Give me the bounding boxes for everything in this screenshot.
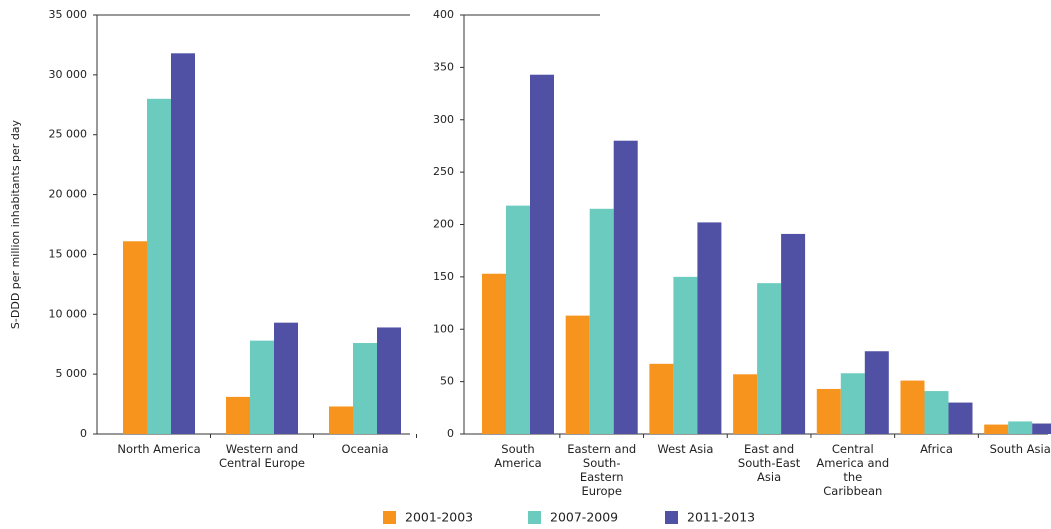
y-tick-label: 50 xyxy=(440,375,454,388)
bar xyxy=(1008,421,1033,434)
x-tick-label: West Asia xyxy=(657,442,714,456)
bar xyxy=(733,374,758,434)
bar xyxy=(757,283,782,434)
x-tick-label: Oceania xyxy=(341,442,389,456)
bar xyxy=(697,222,722,434)
y-tick-label: 15 000 xyxy=(49,247,88,260)
y-tick-label: 30 000 xyxy=(49,68,88,81)
legend-swatch xyxy=(383,511,396,524)
x-tick-label: Central America and the Caribbean xyxy=(816,442,890,498)
y-tick-label: 400 xyxy=(433,8,454,21)
bar xyxy=(226,396,250,434)
y-tick-label: 10 000 xyxy=(49,307,88,320)
bar xyxy=(816,388,841,434)
x-tick-label: East and South-East Asia xyxy=(737,442,801,484)
bar xyxy=(840,373,865,434)
bar xyxy=(673,276,698,434)
y-tick-label: 300 xyxy=(433,113,454,126)
y-tick-label: 25 000 xyxy=(49,128,88,141)
bar xyxy=(171,53,195,435)
bar xyxy=(864,351,889,434)
y-tick-label: 350 xyxy=(433,60,454,73)
bar xyxy=(565,315,590,434)
legend-label: 2007-2009 xyxy=(550,510,618,525)
y-tick-label: 0 xyxy=(80,427,87,440)
y-tick-label: 20 000 xyxy=(49,188,88,201)
bar xyxy=(900,380,925,434)
bar xyxy=(329,406,353,434)
bar xyxy=(924,391,949,434)
bar xyxy=(948,402,973,434)
bar xyxy=(589,208,614,434)
y-tick-label: 100 xyxy=(433,322,454,335)
bar xyxy=(274,322,298,434)
bar xyxy=(147,98,171,435)
y-tick-label: 5 000 xyxy=(56,367,88,380)
x-tick-label: Eastern and South-Eastern Europe xyxy=(567,442,637,498)
bar xyxy=(984,424,1009,434)
bar xyxy=(1032,423,1051,434)
x-tick-label: South Asia xyxy=(989,442,1051,456)
bar xyxy=(530,74,554,435)
legend-label: 2001-2003 xyxy=(405,510,473,525)
y-tick-label: 200 xyxy=(433,218,454,231)
bar xyxy=(250,340,274,434)
y-tick-label: 35 000 xyxy=(49,8,88,21)
y-tick-label: 0 xyxy=(447,427,454,440)
legend-label: 2011-2013 xyxy=(687,510,755,525)
y-axis-label: S-DDD per million inhabitants per day xyxy=(9,119,22,329)
x-tick-label: South America xyxy=(494,442,542,470)
x-tick-label: Western and Central Europe xyxy=(219,442,305,470)
bar xyxy=(506,205,530,434)
legend-swatch xyxy=(528,511,541,524)
x-tick-label: Africa xyxy=(920,442,953,456)
x-tick-label: North America xyxy=(117,442,201,456)
bar xyxy=(377,327,401,434)
bar xyxy=(353,343,377,434)
bar xyxy=(613,140,638,434)
bar xyxy=(649,363,674,434)
bar xyxy=(482,273,506,434)
y-tick-label: 150 xyxy=(433,270,454,283)
legend-swatch xyxy=(665,511,678,524)
bar xyxy=(123,241,147,434)
bar xyxy=(781,233,806,434)
y-tick-label: 250 xyxy=(433,165,454,178)
